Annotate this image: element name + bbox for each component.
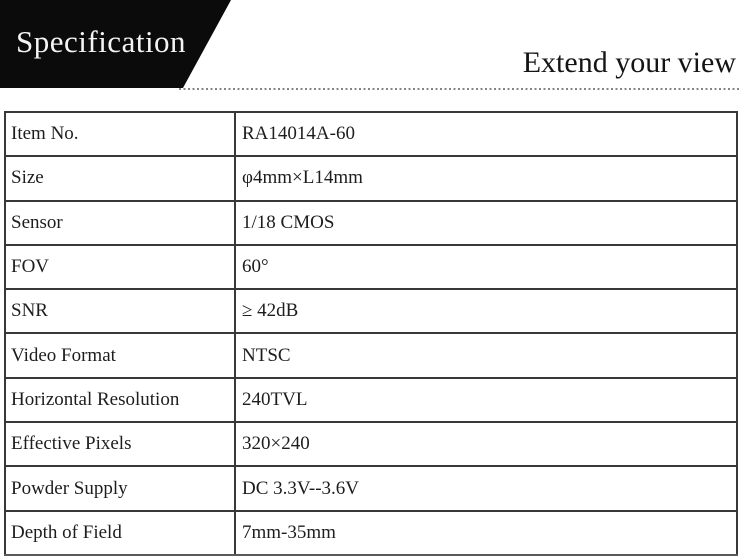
spec-value: 320×240 [234,421,738,468]
table-row: Sensor 1/18 CMOS [4,199,738,246]
table-row: FOV 60° [4,243,738,291]
tagline: Extend your view [522,46,736,79]
spec-value: 60° [234,243,738,291]
spec-value: 1/18 CMOS [234,199,738,246]
spec-label: FOV [4,243,236,291]
spec-table: Item No. RA14014A-60 Size φ4mm×L14mm Sen… [4,110,738,557]
table-row: Depth of Field 7mm-35mm [4,509,738,557]
spec-label: Sensor [4,199,236,246]
spec-value: ≥ 42dB [234,288,738,335]
spec-value: 7mm-35mm [234,509,738,557]
spec-value: RA14014A-60 [234,110,738,158]
table-row: Horizontal Resolution 240TVL [4,376,738,424]
table-row: Item No. RA14014A-60 [4,110,738,158]
table-row: Size φ4mm×L14mm [4,155,738,202]
spec-value: 240TVL [234,376,738,424]
spec-label: Depth of Field [4,509,236,557]
banner-title: Specification [16,24,187,59]
spec-label: Video Format [4,332,236,379]
spec-label: Size [4,155,236,202]
spec-label: Powder Supply [4,465,236,512]
table-row: SNR ≥ 42dB [4,288,738,335]
spec-value: DC 3.3V--3.6V [234,465,738,512]
dotted-divider [179,88,740,90]
spec-label: SNR [4,288,236,335]
spec-value: NTSC [234,332,738,379]
spec-label: Horizontal Resolution [4,376,236,424]
table-row: Effective Pixels 320×240 [4,421,738,468]
spec-label: Effective Pixels [4,421,236,468]
table-row: Video Format NTSC [4,332,738,379]
spec-value: φ4mm×L14mm [234,155,738,202]
spec-label: Item No. [4,110,236,158]
table-row: Powder Supply DC 3.3V--3.6V [4,465,738,512]
